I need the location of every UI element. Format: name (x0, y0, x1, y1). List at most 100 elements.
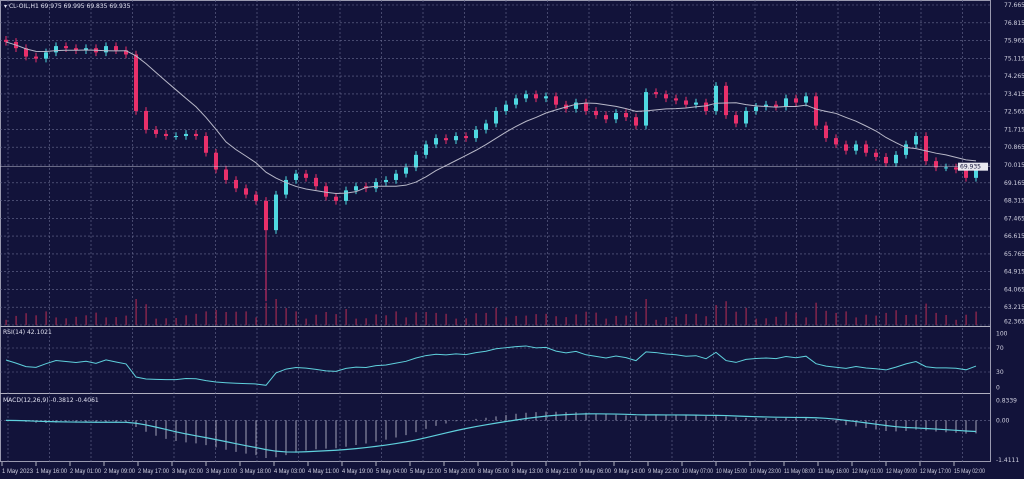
volume-bar (785, 311, 787, 325)
volume-bar (395, 311, 397, 325)
chart-menu-icon[interactable]: ▾ (4, 3, 8, 10)
volume-bar (225, 312, 227, 325)
candle-body (974, 166, 978, 178)
time-tick-label: 9 May 06:00 (580, 469, 612, 475)
volume-bar (55, 317, 57, 325)
volume-bar (615, 315, 617, 325)
volume-bar (435, 312, 437, 325)
candle-body (824, 125, 828, 139)
candle-body (694, 102, 698, 105)
candle-body (484, 123, 488, 130)
candle-body (924, 136, 928, 162)
candle-body (734, 115, 738, 124)
candle-body (644, 92, 648, 126)
candle-body (454, 136, 458, 141)
volume-bar (545, 313, 547, 325)
candle-body (164, 133, 168, 137)
volume-bar (895, 310, 897, 325)
volume-bar (665, 317, 667, 325)
volume-bar (635, 311, 637, 325)
price-tick-label: 69.165 (1004, 180, 1024, 187)
candle-body (394, 173, 398, 180)
candle-body (134, 54, 138, 111)
volume-bar (465, 318, 467, 325)
candle-body (374, 182, 378, 189)
time-tick-label: 12 May 09:00 (886, 469, 918, 475)
candle-body (464, 136, 468, 139)
time-tick-label: 5 May 04:00 (376, 469, 408, 475)
volume-bar (415, 312, 417, 325)
volume-bar (275, 299, 277, 325)
volume-bar (475, 313, 477, 325)
candle-body (424, 144, 428, 155)
candle-body (404, 167, 408, 174)
volume-bar (145, 304, 147, 325)
macd-tick-label: -1.4111 (996, 457, 1019, 464)
price-tick-label: 70.865 (1004, 144, 1024, 151)
macd-tick-label: 0.00 (996, 417, 1010, 424)
candle-body (84, 48, 88, 51)
volume-bar (625, 315, 627, 325)
volume-bar (835, 312, 837, 325)
candle-body (714, 85, 718, 111)
volume-bar (945, 315, 947, 325)
volume-bar (595, 312, 597, 325)
candle-body (594, 110, 598, 116)
volume-bar (815, 302, 817, 325)
candle-body (844, 144, 848, 151)
price-tick-label: 68.315 (1004, 198, 1024, 205)
volume-bar (495, 307, 497, 325)
candle-body (814, 96, 818, 126)
candle-body (214, 152, 218, 170)
candle-body (584, 102, 588, 111)
candle-body (654, 92, 658, 95)
volume-bar (935, 312, 937, 325)
price-tick-label: 64.915 (1004, 269, 1024, 276)
volume-bar (875, 315, 877, 325)
candle-body (854, 144, 858, 151)
time-tick-label: 15 May 02:00 (954, 469, 986, 475)
time-tick-label: 5 May 20:00 (444, 469, 476, 475)
candle-body (34, 56, 38, 59)
volume-bar (315, 314, 317, 325)
volume-bar (695, 313, 697, 325)
volume-bar (135, 299, 137, 325)
volume-bar (115, 317, 117, 325)
candle-body (294, 173, 298, 180)
price-tick-label: 75.965 (1004, 38, 1024, 45)
candle-body (354, 186, 358, 191)
moving-average-line (5, 41, 977, 195)
candle-body (284, 179, 288, 195)
candle-body (754, 106, 758, 111)
volume-bar (215, 309, 217, 325)
volume-bar (775, 316, 777, 325)
volume-bar (885, 312, 887, 325)
candle-body (914, 136, 918, 145)
candle-body (604, 115, 608, 120)
volume-bar (305, 318, 307, 325)
candle-body (614, 113, 618, 120)
volume-bar (765, 318, 767, 325)
volume-bar (325, 312, 327, 325)
candle-body (544, 96, 548, 99)
time-tick-label: 10 May 07:00 (682, 469, 714, 475)
volume-bar (555, 316, 557, 325)
candle-body (674, 98, 678, 101)
price-tick-label: 77.665 (1004, 2, 1024, 9)
volume-bar (75, 316, 77, 325)
volume-bar (645, 299, 647, 325)
time-tick-label: 11 May 16:00 (818, 469, 850, 475)
candle-body (234, 179, 238, 189)
candle-body (44, 52, 48, 59)
time-tick-label: 8 May 21:00 (546, 469, 578, 475)
time-tick-label: 12 May 17:00 (920, 469, 952, 475)
volume-bar (445, 313, 447, 325)
time-tick-label: 5 May 12:00 (410, 469, 442, 475)
volume-bar (15, 315, 17, 325)
volume-bar (485, 312, 487, 325)
volume-bar (795, 312, 797, 325)
volume-bar (855, 317, 857, 325)
time-tick-label: 3 May 02:00 (172, 469, 204, 475)
time-tick-label: 2 May 09:00 (104, 469, 136, 475)
